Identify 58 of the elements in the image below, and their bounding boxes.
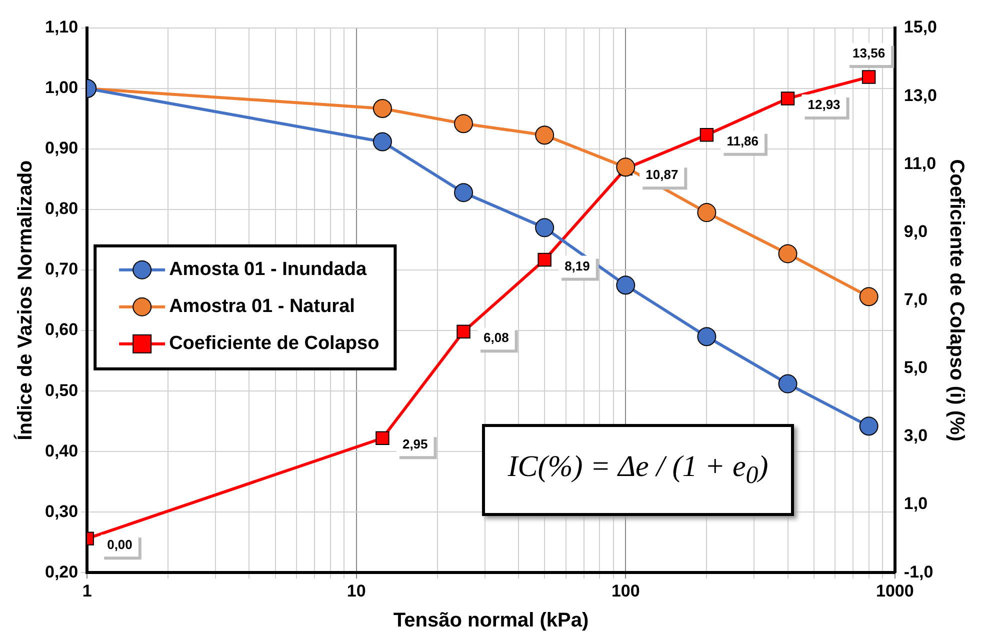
point (538, 252, 552, 267)
point (859, 416, 878, 436)
point (372, 98, 392, 118)
legend-label: Amosta 01 - Inundada (169, 259, 367, 280)
y2-tick-label: -1,0 (904, 562, 934, 582)
x-axis-title: Tensão normal (kPa) (393, 610, 589, 632)
x-tick-label: 1000 (876, 581, 914, 600)
x-tick-label: 10 (346, 581, 366, 600)
point (372, 132, 392, 152)
y2-tick-label: 3,0 (904, 426, 928, 446)
data-label: 13,56 (852, 46, 886, 61)
data-label: 2,95 (402, 436, 428, 452)
y-tick-label: 0,70 (44, 260, 78, 279)
data-label: 12,93 (808, 97, 840, 112)
x-tick-label: 100 (611, 581, 640, 600)
y2-tick-label: 11,0 (904, 154, 936, 173)
point (700, 128, 714, 142)
y-tick-label: 0,80 (44, 199, 78, 218)
legend-label: Amostra 01 - Natural (169, 296, 355, 318)
point (780, 92, 795, 106)
point (376, 431, 390, 446)
data-label: 8,19 (564, 258, 590, 274)
y-tick-label: 1,10 (44, 18, 78, 37)
y2-axis-title: Coeficiente de Colapso (i) (%) (945, 159, 968, 442)
point (616, 276, 636, 295)
point (697, 327, 716, 346)
data-label: 6,08 (484, 330, 509, 346)
point (454, 183, 474, 202)
point (697, 203, 716, 222)
point (778, 244, 798, 264)
point (778, 374, 798, 394)
y-tick-label: 0,50 (44, 380, 78, 400)
data-label: 11,86 (726, 133, 759, 148)
point (456, 324, 470, 338)
y-tick-label: 0,30 (44, 502, 78, 521)
y2-tick-label: 13,0 (904, 86, 938, 105)
x-tick-label: 1 (82, 581, 92, 600)
y-axis-title: Índice de Vazios Normalizado (14, 160, 37, 440)
point (862, 70, 876, 84)
y2-tick-label: 5,0 (904, 358, 928, 378)
y-tick-label: 0,60 (44, 320, 78, 340)
point (535, 126, 554, 145)
data-label: 0,00 (107, 537, 132, 552)
y2-tick-label: 1,0 (904, 494, 928, 514)
legend-label: Coeficiente de Colapso (169, 333, 380, 354)
y-tick-label: 0,20 (44, 562, 78, 582)
y-tick-label: 1,00 (44, 78, 78, 98)
y2-tick-label: 7,0 (904, 290, 928, 309)
y-tick-label: 0,40 (44, 441, 78, 460)
point (616, 158, 636, 177)
data-label: 10,87 (646, 167, 678, 182)
annotation: IC(%) = Δe / (1 + e$_{0}$) (508, 450, 768, 490)
y-tick-label: 0,90 (44, 138, 78, 158)
point (859, 287, 878, 306)
point (535, 218, 554, 238)
point (454, 114, 474, 134)
y2-tick-label: 9,0 (904, 222, 928, 241)
y2-tick-label: 15,0 (904, 18, 938, 37)
